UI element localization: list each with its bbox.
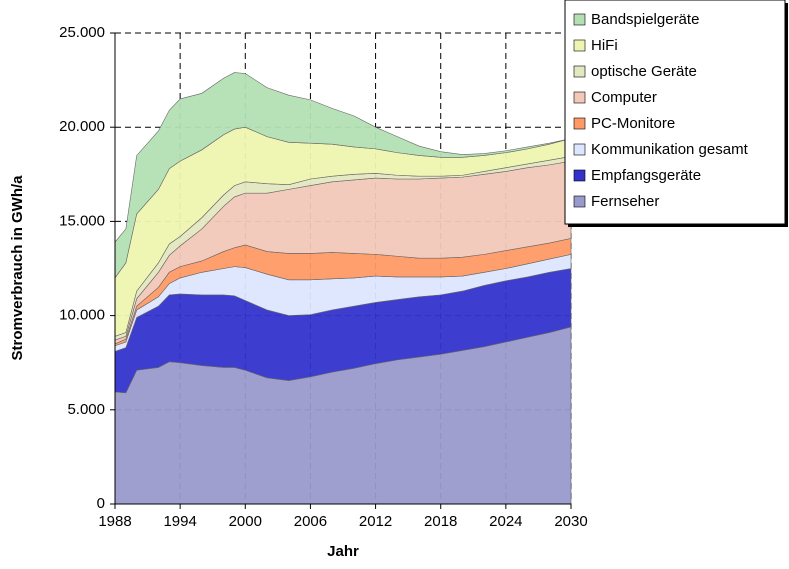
legend-label: Bandspielgeräte <box>591 11 699 28</box>
legend-swatch <box>573 65 586 78</box>
y-axis-title: Stromverbrauch in GWh/a <box>9 175 26 361</box>
legend-label: PC-Monitore <box>591 115 675 132</box>
legend-box <box>564 0 786 225</box>
y-tick-label: 25.000 <box>59 24 105 41</box>
x-tick-label: 1994 <box>163 513 196 530</box>
legend-label: optische Geräte <box>591 63 697 80</box>
x-tick-label: 2018 <box>424 513 457 530</box>
legend-swatch <box>573 39 586 52</box>
legend-swatch <box>573 117 586 130</box>
legend-label: Empfangsgeräte <box>591 167 701 184</box>
y-tick-label: 0 <box>97 495 105 512</box>
legend-label: Computer <box>591 89 657 106</box>
legend-swatch <box>573 91 586 104</box>
x-tick-label: 1988 <box>98 513 131 530</box>
legend-swatch <box>573 169 586 182</box>
y-tick-label: 15.000 <box>59 212 105 229</box>
x-axis-title: Jahr <box>327 543 359 560</box>
x-tick-label: 2030 <box>554 513 587 530</box>
legend-swatch <box>573 13 586 26</box>
legend-label: Fernseher <box>591 193 659 210</box>
y-tick-label: 5.000 <box>67 401 105 418</box>
y-tick-label: 20.000 <box>59 118 105 135</box>
legend-swatch <box>573 195 586 208</box>
y-tick-label: 10.000 <box>59 307 105 324</box>
legend-swatch <box>573 143 586 156</box>
area <box>114 72 572 279</box>
x-tick-label: 2024 <box>489 513 522 530</box>
x-tick-label: 2000 <box>229 513 262 530</box>
legend-label: HiFi <box>591 37 618 54</box>
legend-label: Kommunikation gesamt <box>591 141 749 158</box>
x-tick-label: 2006 <box>294 513 327 530</box>
x-tick-label: 2012 <box>359 513 392 530</box>
